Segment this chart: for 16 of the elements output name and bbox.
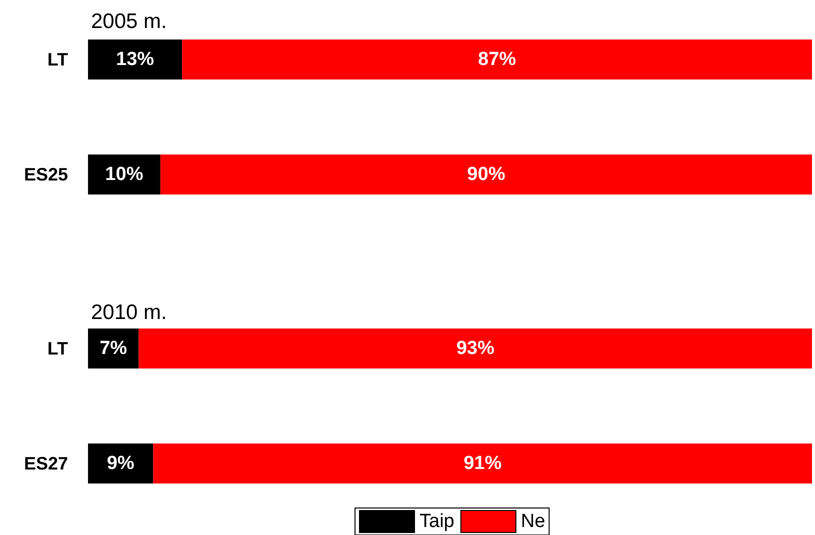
- legend-label: Taip: [420, 511, 454, 532]
- data-label: 90%: [467, 164, 506, 185]
- y-tick-label: ES25: [24, 164, 68, 184]
- data-label: 91%: [464, 453, 502, 474]
- data-label: 10%: [105, 164, 144, 185]
- data-label: 13%: [116, 49, 154, 70]
- y-tick-label: LT: [47, 50, 68, 70]
- y-tick-label: ES27: [24, 454, 68, 474]
- legend-label: Ne: [520, 511, 546, 532]
- y-tick-label: LT: [47, 338, 68, 358]
- data-label: 7%: [100, 338, 128, 359]
- data-label: 93%: [456, 338, 494, 359]
- data-label: 9%: [106, 453, 134, 474]
- chart-title: 2005 m.: [91, 10, 167, 33]
- text: 2010 m.: [91, 301, 167, 324]
- data-label: 87%: [478, 49, 516, 70]
